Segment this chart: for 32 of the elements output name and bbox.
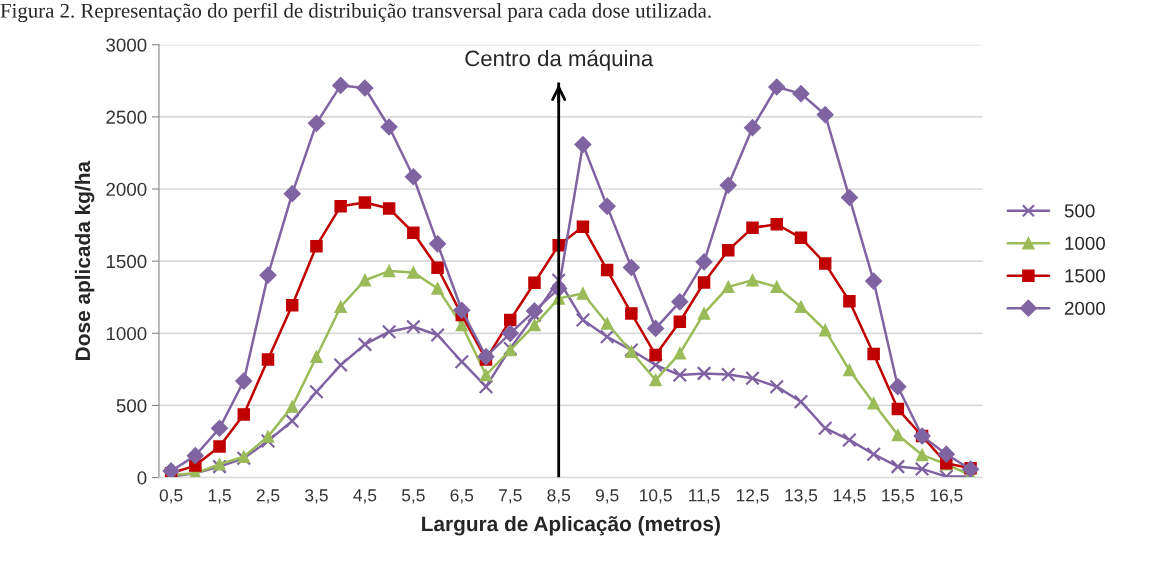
x-tick-label: 4,5 xyxy=(353,489,377,504)
legend-label: 500 xyxy=(1064,204,1095,218)
y-tick-label: 2000 xyxy=(106,182,147,196)
y-tick-label: 2500 xyxy=(106,110,147,124)
x-tick-label: 1,5 xyxy=(208,489,231,504)
x-tick-label: 2,5 xyxy=(256,489,280,504)
x-axis-title: Largura de Aplicação (metros) xyxy=(422,515,720,536)
ref-line-label: Centro da máquina xyxy=(465,49,654,71)
y-tick-label: 1000 xyxy=(106,327,147,341)
x-tick-label: 15,5 xyxy=(882,489,915,504)
y-axis-title: Dose aplicada kg/ha xyxy=(74,160,95,360)
x-tick-label: 5,5 xyxy=(401,489,425,504)
x-tick-label: 7,5 xyxy=(499,489,522,504)
x-tick-label: 11,5 xyxy=(689,489,720,504)
y-tick-label: 3000 xyxy=(106,38,147,52)
y-tick-label: 1500 xyxy=(106,254,147,269)
legend-label: 1000 xyxy=(1065,236,1105,250)
x-tick-label: 6,5 xyxy=(450,489,474,504)
x-tick-label: 9,5 xyxy=(595,489,619,504)
x-tick-label: 13,5 xyxy=(785,489,818,504)
x-tick-label: 3,5 xyxy=(305,489,328,504)
x-tick-label: 10,5 xyxy=(640,489,672,504)
chart-title: Figura 2. Representação do perfil de distribuição transversal para cada dose utilizada. xyxy=(0,2,711,23)
y-tick-label: 0 xyxy=(137,471,147,485)
x-tick-label: 12,5 xyxy=(736,489,769,504)
y-tick-label: 500 xyxy=(116,399,147,413)
x-tick-label: 0,5 xyxy=(159,489,183,504)
legend-label: 1500 xyxy=(1065,269,1105,283)
x-tick-label: 14,5 xyxy=(833,489,866,504)
legend-label: 2000 xyxy=(1064,301,1105,315)
x-tick-label: 8,5 xyxy=(547,489,571,504)
x-tick-label: 16,5 xyxy=(930,489,963,504)
